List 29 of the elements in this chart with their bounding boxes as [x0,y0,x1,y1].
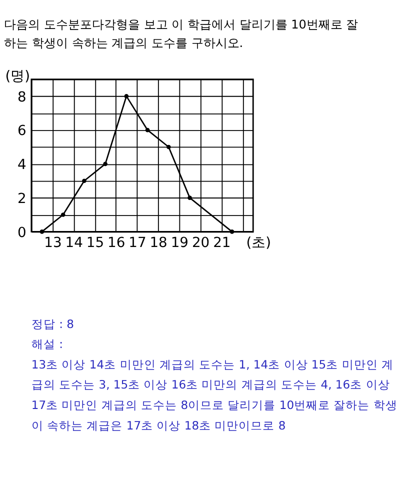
text: 정답 : 8 [31,316,74,331]
y-axis-title: (명) [5,68,30,85]
chart-title: 다음의 도수분포다각형을 보고 이 학급에서 달리기를 10번째로 잘하는 학생이 속하는 계급의 도수를 구하시오. [4,18,358,50]
point [40,230,44,234]
point [124,94,129,98]
y-tick-label: 2 [18,190,26,207]
y-tick-label: 4 [18,157,27,174]
y-tick-label: 0 [18,224,26,241]
point [145,128,150,132]
text: 해설 : [31,337,63,352]
point [60,212,66,217]
point [103,162,108,166]
x-tick-label: 14 [65,234,84,251]
x-tick-label: 18 [150,234,168,251]
y-tick-label: 6 [18,123,26,140]
x-axis-title: (초) [246,234,271,251]
x-tick-label: 13 [44,234,62,251]
point [166,144,171,150]
x-tick-label: 16 [108,234,126,251]
point [230,230,234,234]
point [188,196,192,200]
y-tick-label: 8 [18,89,26,106]
x-tick-label: 19 [170,234,188,251]
point [82,178,86,184]
text: 13초 이상 14초 미만인 계급의 도수는 1, 14초 이상 15초 미만인 계급의 도수는 3, 15초 이상 16초 미만의 계급의 도수는 4, 16초 이상 17초 미만인 계급의 도수는 8이므로 달리기를 10번째로 잘하는 학생이 속하는 계급은 17초 이상 18초 미만이므로 8 [31,357,398,432]
x-tick-label: 21 [213,234,231,251]
x-tick-label: 20 [192,234,210,251]
x-tick-label: 17 [128,234,146,251]
x-tick-label: 15 [86,234,104,251]
